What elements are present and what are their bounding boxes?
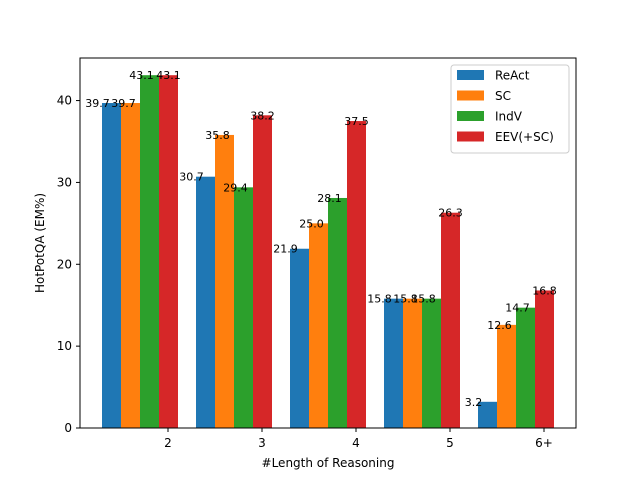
- bar-sc-6plus: [497, 324, 516, 428]
- bar-eev-sc--6plus: [535, 290, 554, 428]
- y-tick-label: 20: [57, 257, 72, 271]
- legend-label: EEV(+SC): [495, 130, 554, 144]
- legend-label: SC: [495, 89, 511, 103]
- data-label: 25.0: [299, 217, 324, 230]
- bar-indv-2: [140, 75, 159, 429]
- y-axis-label: HotPotQA (EM%): [33, 193, 47, 293]
- x-tick-label: 4: [352, 436, 360, 450]
- data-label: 3.2: [465, 396, 483, 409]
- y-tick-label: 30: [57, 175, 72, 189]
- legend: ReAct SC IndV EEV(+SC): [450, 64, 570, 154]
- legend-swatch-sc: [457, 90, 484, 101]
- data-label: 39.7: [85, 97, 110, 110]
- data-label: 43.1: [156, 69, 181, 82]
- data-label: 35.8: [205, 129, 230, 142]
- bar-sc-4: [309, 223, 328, 428]
- data-label: 15.8: [411, 293, 436, 306]
- data-label: 29.4: [223, 181, 248, 194]
- data-label: 16.8: [532, 284, 557, 297]
- legend-swatch-indv: [457, 111, 484, 121]
- data-label: 26.3: [438, 207, 463, 220]
- legend-swatch-react: [457, 70, 484, 80]
- bar-react-5: [384, 298, 403, 428]
- x-tick-label: 3: [258, 436, 266, 450]
- x-axis-ticks: 2 3 4 5 6+: [164, 428, 553, 450]
- x-tick-label: 2: [164, 436, 172, 450]
- bar-react-2: [102, 103, 121, 428]
- bar-react-4: [290, 248, 309, 428]
- bar-sc-3: [215, 134, 234, 428]
- data-label: 12.6: [487, 319, 512, 332]
- bar-sc-5: [403, 298, 422, 428]
- x-axis-label: #Length of Reasoning: [262, 456, 395, 470]
- bar-react-6plus: [478, 401, 497, 428]
- bar-eev-sc--5: [441, 212, 460, 428]
- bar-eev-sc--4: [347, 121, 366, 428]
- legend-label: ReAct: [495, 69, 530, 83]
- x-tick-label: 6+: [535, 436, 553, 450]
- data-labels-group: 39.7 39.7 43.1 43.1 30.7 35.8 29.4 38.2 21.925.0…: [85, 69, 557, 409]
- data-label: 21.9: [273, 243, 298, 256]
- data-label: 37.5: [344, 115, 369, 128]
- bar-indv-6plus: [516, 307, 535, 428]
- bar-sc-2: [121, 103, 140, 428]
- y-axis-ticks: 0 10 20 30 40: [57, 94, 80, 435]
- bar-indv-5: [422, 298, 441, 428]
- plot-frame: [79, 57, 577, 429]
- data-label: 39.7: [111, 97, 136, 110]
- y-tick-label: 0: [64, 421, 72, 435]
- bar-eev-sc--3: [253, 115, 272, 428]
- data-label: 15.8: [393, 293, 418, 306]
- data-label: 15.8: [367, 293, 392, 306]
- bar-indv-4: [328, 197, 347, 428]
- data-label: 30.7: [179, 171, 204, 184]
- x-tick-label: 5: [446, 436, 454, 450]
- data-label: 14.7: [505, 302, 530, 315]
- y-tick-label: 10: [57, 339, 72, 353]
- y-tick-label: 40: [57, 94, 72, 108]
- data-label: 38.2: [250, 109, 275, 122]
- legend-label: IndV: [495, 110, 523, 124]
- data-label: 28.1: [317, 192, 342, 205]
- legend-box: [450, 64, 570, 154]
- bar-react-3: [196, 176, 215, 428]
- data-label: 43.1: [129, 69, 154, 82]
- bars-group: [102, 75, 554, 429]
- bar-indv-3: [234, 187, 253, 428]
- bar-eev-sc--2: [159, 75, 178, 429]
- legend-swatch-eev-sc-: [457, 131, 484, 142]
